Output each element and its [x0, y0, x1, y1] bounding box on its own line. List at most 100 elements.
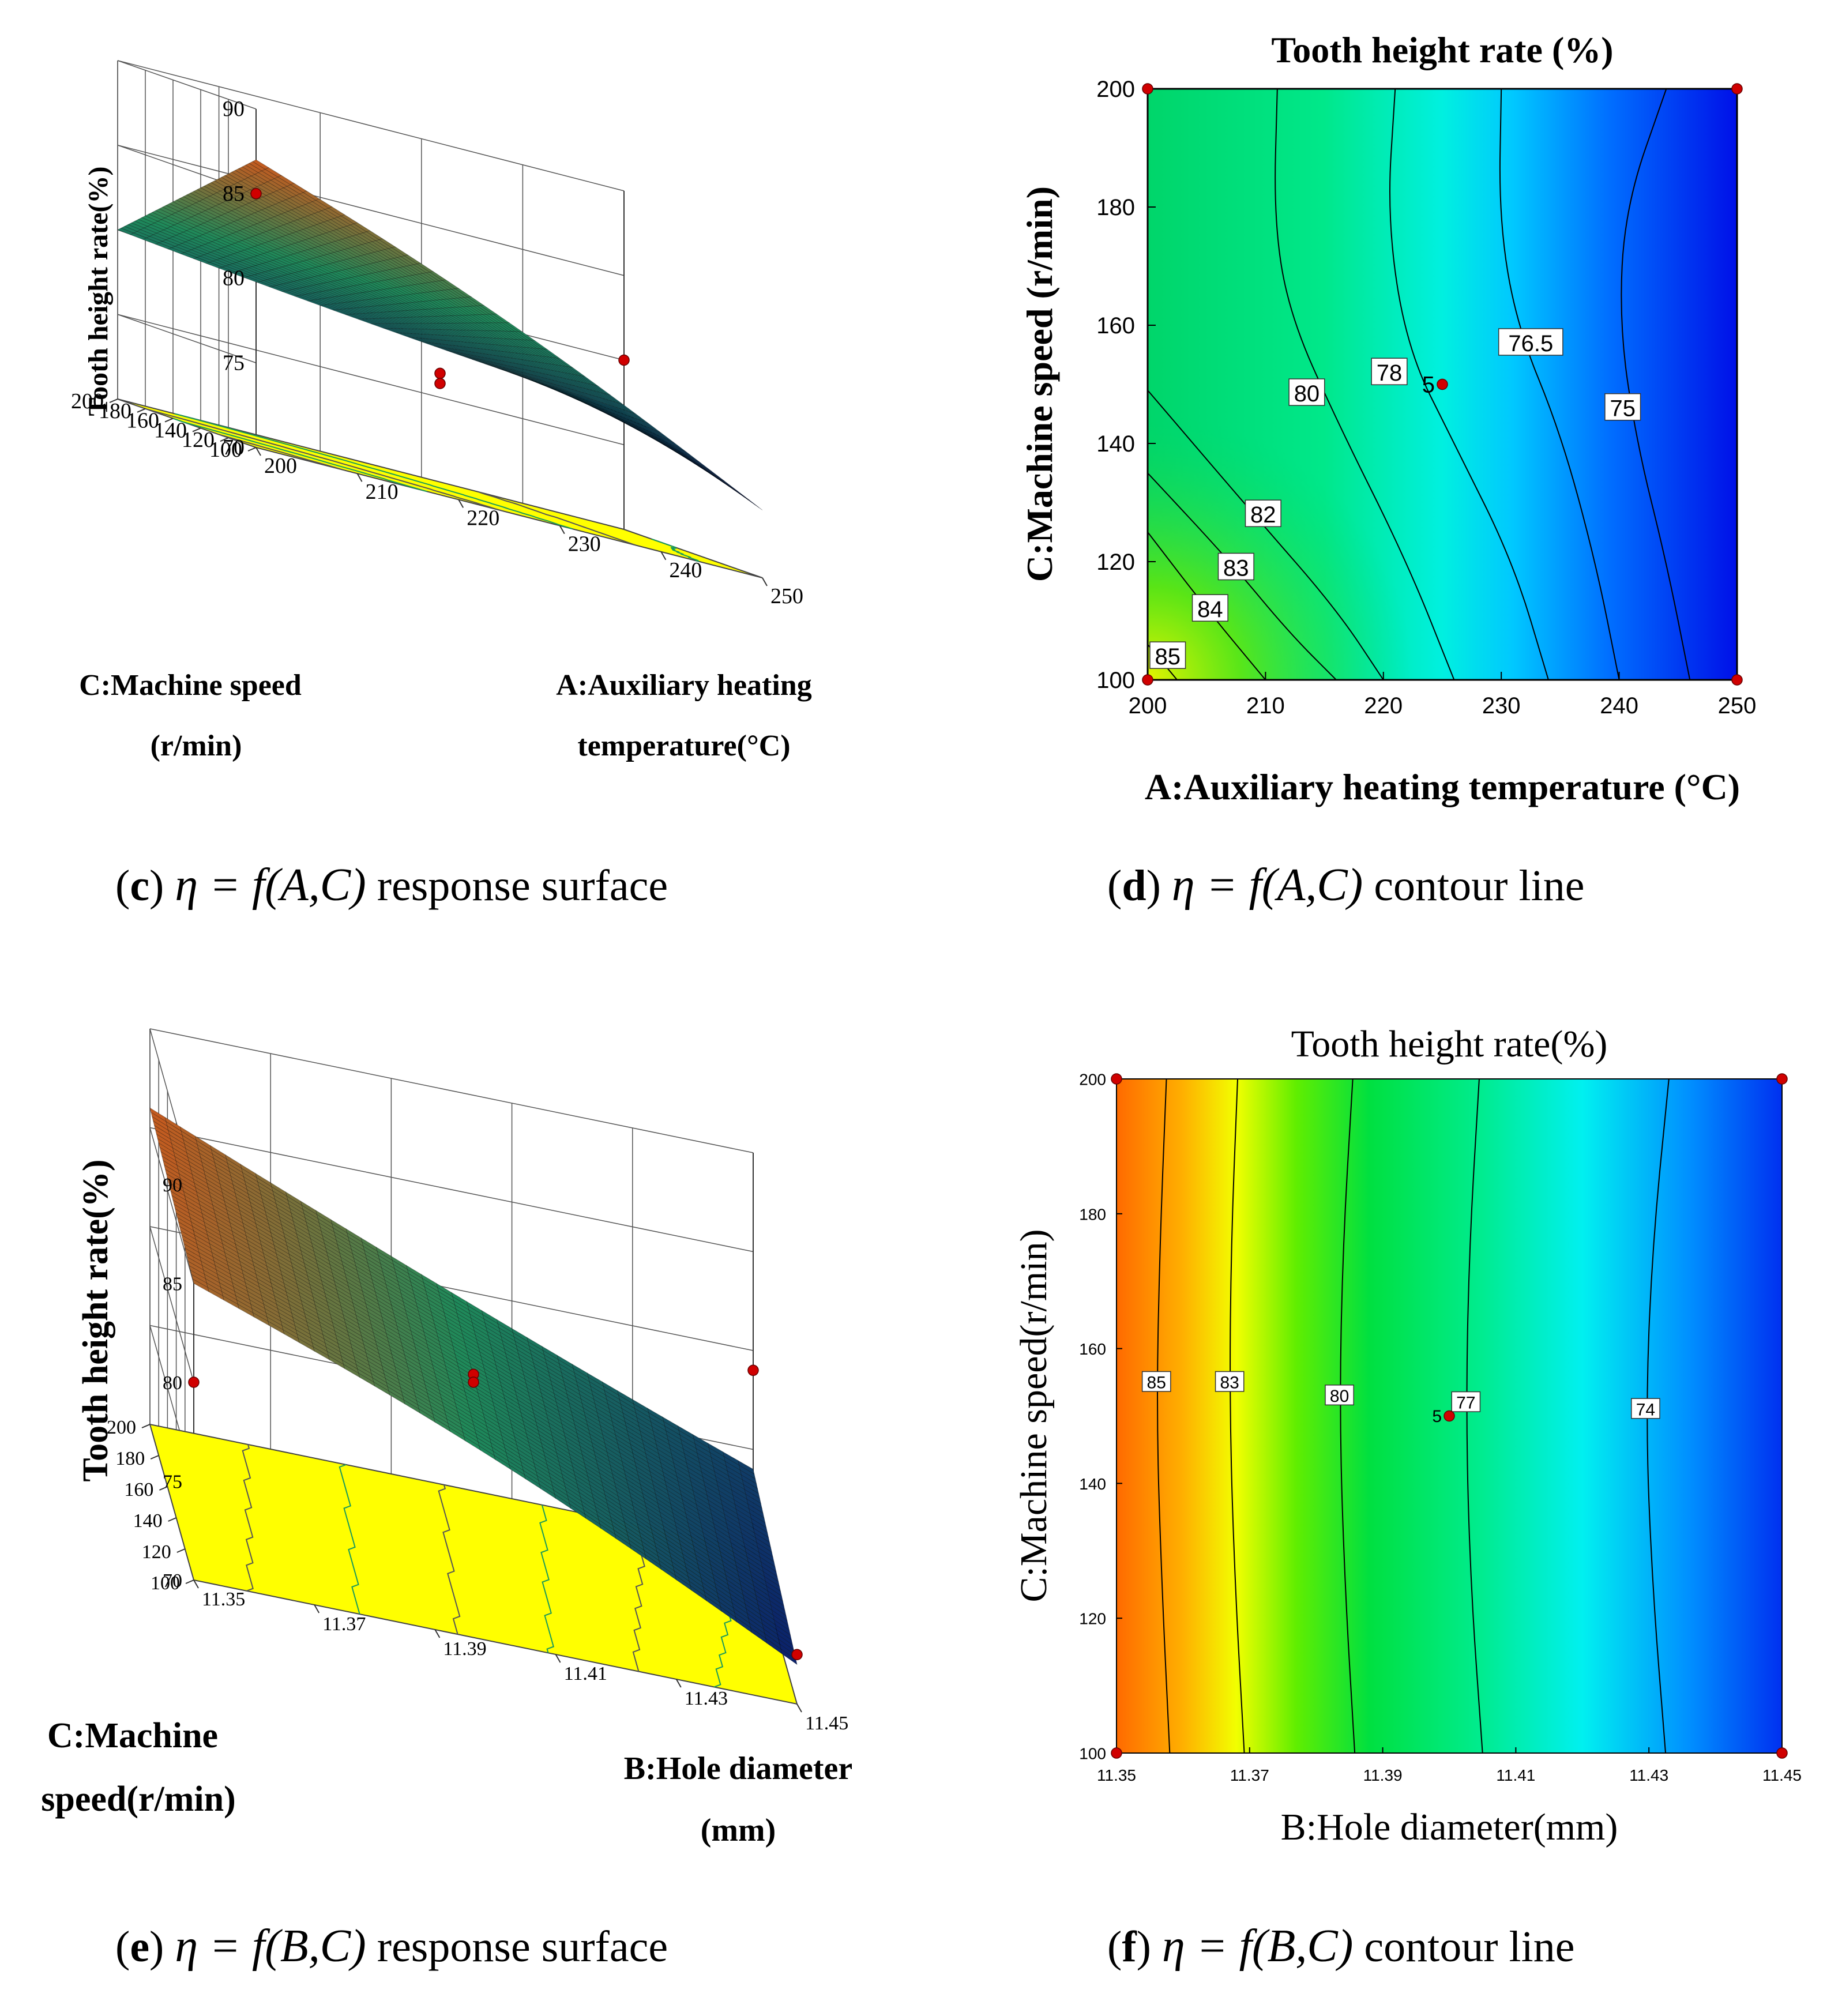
caption-formula: η = f(A,C)	[175, 860, 366, 911]
z-tick-label: 80	[163, 1372, 182, 1394]
x-axis-label: A:Auxiliary heating temperature (°C)	[1145, 766, 1740, 807]
y-tick-mark	[220, 437, 229, 442]
surface-facet	[742, 1479, 760, 1494]
floor-contour-line	[339, 1464, 360, 1615]
contour-label-box	[1245, 499, 1281, 527]
x-tick-label: 220	[467, 506, 499, 530]
points-layer	[250, 188, 630, 389]
y-tick-mark	[150, 1455, 159, 1460]
center-point-marker	[1443, 1410, 1455, 1422]
surface-facet	[743, 1484, 760, 1499]
side-wall-gridline	[149, 1028, 754, 1153]
surface-facet	[762, 1571, 780, 1587]
floor-contour-line	[242, 1444, 254, 1592]
y-axis-label-line2: (r/min)	[151, 729, 242, 762]
contour-label: 85	[1147, 1374, 1166, 1393]
caption-e: (e) η = f(B,C) response surface	[115, 1921, 668, 1972]
x-tick-mark	[660, 551, 667, 561]
y-tick-mark	[141, 1424, 151, 1428]
contour-line	[1275, 89, 1455, 680]
ticks-layer: 7075808590100120140160180200200210220230…	[71, 97, 803, 608]
caption-text: contour line	[1374, 862, 1585, 910]
x-tick-mark	[434, 1629, 441, 1638]
x-tick-mark	[458, 499, 464, 508]
contour-label-box	[1451, 1391, 1481, 1412]
caption-text: contour line	[1364, 1923, 1575, 1971]
caption-letter: d	[1122, 862, 1146, 910]
chart-title: Tooth height rate (%)	[1271, 29, 1613, 70]
y-tick-mark	[176, 1548, 186, 1553]
contour-label: 85	[1155, 644, 1181, 670]
contour-label-box	[1631, 1398, 1660, 1419]
x-tick-mark	[555, 1654, 561, 1663]
design-point-marker	[1776, 1747, 1788, 1759]
x-tick-label: 230	[1482, 693, 1521, 719]
contour-label: 74	[1636, 1400, 1655, 1419]
contour-label: 76.5	[1508, 331, 1553, 356]
contour-label: 80	[1294, 381, 1320, 407]
design-point-marker	[1111, 1747, 1122, 1759]
y-axis-label: C:Machine speed(r/min)	[1013, 1229, 1055, 1603]
surface-facet	[769, 1600, 787, 1616]
y-tick-label: 200	[1096, 77, 1135, 102]
y-tick-label: 100	[1079, 1745, 1106, 1763]
z-tick-label: 85	[223, 182, 245, 206]
x-tick-label: 11.35	[202, 1589, 245, 1610]
y-axis-label-line2: speed(r/min)	[41, 1780, 236, 1819]
response-surface-chart-c: 7075808590100120140160180200200210220230…	[71, 60, 812, 762]
x-axis-label-line2: temperature(°C)	[577, 729, 790, 762]
design-point-marker	[434, 367, 446, 379]
y-tick-label: 160	[126, 409, 159, 433]
contour-label: 82	[1250, 502, 1276, 528]
z-tick-label: 70	[163, 1570, 182, 1592]
y-tick-label: 180	[1079, 1205, 1106, 1223]
surface-facet	[772, 1609, 789, 1626]
x-tick-mark	[314, 1604, 320, 1613]
design-point-marker	[791, 1649, 803, 1660]
y-tick-label: 160	[124, 1479, 153, 1500]
y-tick-label: 100	[209, 438, 242, 462]
x-tick-label: 11.37	[322, 1613, 366, 1635]
contour-line	[1148, 532, 1266, 680]
contour-label-box	[1149, 641, 1186, 669]
surface-facet	[747, 1503, 765, 1519]
y-tick-label: 140	[133, 1510, 163, 1532]
caption-letter: f	[1122, 1923, 1137, 1971]
floor-contour-line	[651, 538, 700, 562]
design-point-marker	[468, 1376, 479, 1388]
y-tick-label: 140	[154, 418, 187, 442]
surface-facet	[740, 1475, 758, 1490]
y-tick-label: 180	[99, 399, 131, 423]
contour-label-box	[1325, 1385, 1354, 1406]
x-tick-label: 11.41	[1496, 1766, 1535, 1784]
surface-facet	[758, 1552, 776, 1567]
y-tick-label: 120	[182, 428, 215, 452]
y-axis-label: C:Machine speed (r/min)	[1019, 186, 1060, 582]
surface-facet	[767, 1590, 784, 1607]
x-tick-mark	[559, 525, 565, 535]
contour-label: 80	[1330, 1387, 1349, 1406]
design-point-marker	[188, 1376, 200, 1388]
back-wall-gridline	[117, 60, 257, 110]
z-axis-label: Tooth height rate(%)	[83, 167, 114, 416]
ticks-layer: 70 75 80 85 90 100 120 140 160 180 200 11.35 11.37 11…	[107, 1175, 848, 1734]
x-tick-label: 11.45	[1762, 1766, 1802, 1784]
points-layer	[188, 1364, 803, 1660]
x-tick-label: 250	[770, 584, 803, 608]
x-tick-label: 11.39	[1363, 1766, 1403, 1784]
contour-line	[1466, 1079, 1483, 1753]
x-tick-label: 200	[1129, 693, 1167, 719]
caption-c: (c) η = f(A,C) response surface	[115, 860, 668, 911]
y-tick-label: 140	[1079, 1475, 1106, 1493]
response-surface-chart-e: 70 75 80 85 90 100 120 140 160 180 200 11.35 11.37 11…	[41, 1028, 852, 1848]
surface-facet	[764, 1576, 781, 1592]
contour-label: 84	[1197, 597, 1223, 622]
contour-line	[1340, 1079, 1356, 1753]
floor-contour-line	[438, 1484, 461, 1635]
contour-label-box	[1191, 594, 1228, 622]
y-tick-label: 200	[107, 1417, 136, 1438]
design-point-marker	[1142, 83, 1153, 95]
surface-facet	[739, 1465, 756, 1480]
